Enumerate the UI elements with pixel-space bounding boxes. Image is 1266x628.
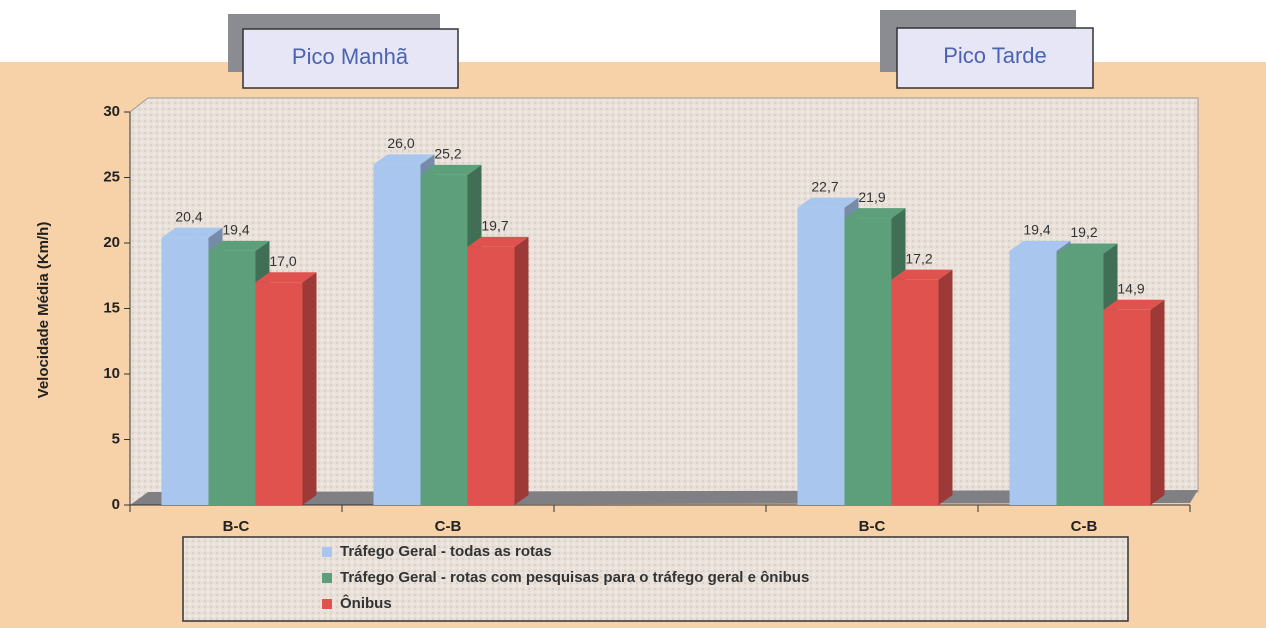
bar-top (1103, 299, 1165, 310)
y-tick-label: 30 (103, 103, 120, 120)
bar (1056, 253, 1104, 505)
bar-side (938, 269, 953, 505)
bar (891, 279, 939, 505)
data-label: 19,4 (1023, 222, 1050, 238)
bar-top (1009, 240, 1071, 251)
bar-top (161, 227, 223, 238)
y-tick-label: 15 (103, 299, 120, 316)
bar-top (373, 154, 435, 165)
annotation: Pico Tarde (943, 43, 1047, 68)
data-label: 14,9 (1117, 281, 1144, 297)
y-axis-label: Velocidade Média (Km/h) (35, 222, 52, 399)
data-label: 25,2 (434, 146, 461, 162)
data-label: 20,4 (175, 208, 202, 224)
bar (373, 164, 421, 505)
bar-top (797, 197, 859, 208)
legend-swatch (322, 573, 332, 583)
bar (1103, 309, 1151, 505)
x-tick-label: B-C (223, 518, 250, 535)
annotation-box (242, 28, 459, 89)
bar (467, 246, 515, 505)
bar-side (514, 236, 529, 505)
bar (420, 174, 468, 505)
x-tick-label: C-B (435, 518, 462, 535)
legend-label: Tráfego Geral - rotas com pesquisas para… (340, 569, 809, 586)
y-tick-label: 10 (103, 365, 120, 382)
bar (1009, 250, 1057, 505)
data-label: 26,0 (387, 135, 414, 151)
annotation: Pico Manhã (292, 44, 409, 69)
data-label: 19,7 (481, 218, 508, 234)
data-label: 17,2 (905, 250, 932, 266)
y-tick-label: 25 (103, 168, 120, 185)
bar (255, 282, 303, 505)
annotation-box (896, 27, 1094, 89)
x-tick-label: C-B (1071, 518, 1098, 535)
legend-swatch (322, 599, 332, 609)
bar-top (208, 240, 270, 251)
bar-top (844, 208, 906, 219)
bar-top (467, 236, 529, 247)
bar (161, 237, 209, 505)
data-label: 22,7 (811, 178, 838, 194)
data-label: 19,4 (222, 222, 249, 238)
bar (208, 250, 256, 505)
legend (182, 536, 1129, 622)
data-label: 17,0 (269, 253, 296, 269)
bar-top (255, 272, 317, 283)
bar-top (891, 269, 953, 280)
legend-label: Ônibus (340, 594, 392, 612)
x-tick-label: B-C (859, 518, 886, 535)
bar (844, 218, 892, 506)
bar-top (420, 164, 482, 175)
bar-side (1150, 299, 1165, 505)
bar (797, 207, 845, 505)
legend-swatch (322, 547, 332, 557)
y-tick-label: 0 (112, 496, 120, 513)
bar-side (302, 272, 317, 505)
bar-top (1056, 243, 1118, 254)
data-label: 19,2 (1070, 224, 1097, 240)
y-tick-label: 20 (103, 234, 120, 251)
data-label: 21,9 (858, 189, 885, 205)
y-tick-label: 5 (112, 430, 120, 447)
legend-label: Tráfego Geral - todas as rotas (340, 543, 552, 560)
